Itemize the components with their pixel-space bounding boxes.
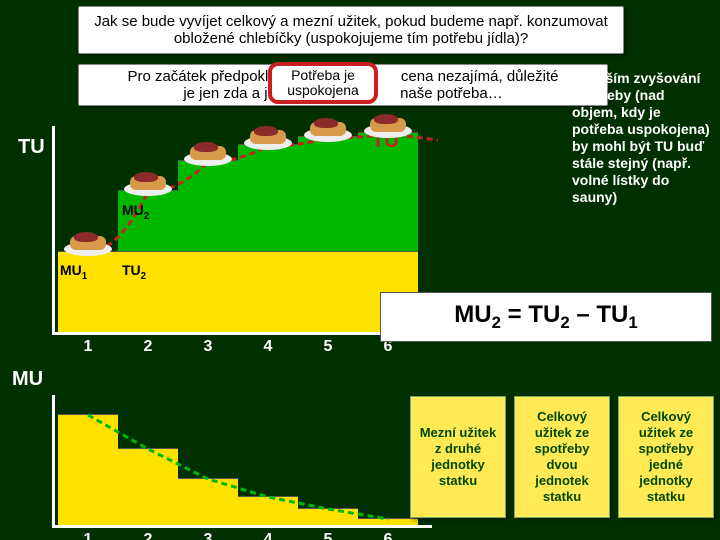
slide: Jak se bude vyvíjet celkový a mezní užit…: [0, 0, 720, 540]
mu-tick: 3: [204, 531, 213, 540]
mu-axis-label: MU: [12, 368, 43, 391]
side-note: S dalším zvyšování spotřeby (nad objem, …: [572, 70, 712, 206]
callout-line1: Potřeba je: [291, 67, 355, 83]
callout-line2: uspokojena: [287, 82, 359, 98]
tu-bars: [58, 132, 418, 332]
mu-formula: MU2 = TU2 – TU1: [380, 292, 712, 342]
note-mu2: Mezní užitek z druhé jednotky statku: [410, 396, 506, 518]
mu-x-axis: [52, 525, 432, 528]
mu-tick: 4: [264, 531, 273, 540]
tu-tick: 2: [144, 338, 153, 356]
tu-tick: 3: [204, 338, 213, 356]
tu-tick: 5: [324, 338, 333, 356]
sandwich-icon: [64, 228, 112, 256]
tu-x-axis: [52, 332, 432, 335]
heading-banner: Jak se bude vyvíjet celkový a mezní užit…: [78, 6, 624, 54]
tu2-lower-label: TU2: [122, 262, 146, 282]
mu-tick: 6: [384, 531, 393, 540]
sandwich-icon: [304, 114, 352, 142]
mu-tick: 1: [84, 531, 93, 540]
mu-chart: 123456: [52, 395, 432, 525]
mu-tick: 2: [144, 531, 153, 540]
mu2-upper-label: MU2: [122, 202, 149, 222]
mu-tick: 5: [324, 531, 333, 540]
sub-br: naše potřeba…: [400, 85, 503, 102]
note-tu2: Celkový užitek ze spotřeby dvou jednotek…: [514, 396, 610, 518]
sticky-notes: Mezní užitek z druhé jednotky statku Cel…: [410, 396, 714, 518]
mu-bars: [58, 414, 418, 525]
tu-y-axis: [52, 126, 55, 332]
note-tu1: Celkový užitek ze spotřeby jedné jednotk…: [618, 396, 714, 518]
sandwich-icon: [124, 168, 172, 196]
tu-axis-label: TU: [18, 136, 45, 159]
tu-tick: 1: [84, 338, 93, 356]
tu-tick: 4: [264, 338, 273, 356]
need-satisfied-callout: Potřeba je uspokojena: [268, 62, 378, 104]
sandwich-icon: [364, 110, 412, 138]
sandwich-icon: [244, 122, 292, 150]
mu-y-axis: [52, 395, 55, 525]
mu1-label: MU1: [60, 262, 87, 282]
sandwich-icon: [184, 138, 232, 166]
sub-right: cena nezajímá, důležité: [401, 68, 559, 85]
